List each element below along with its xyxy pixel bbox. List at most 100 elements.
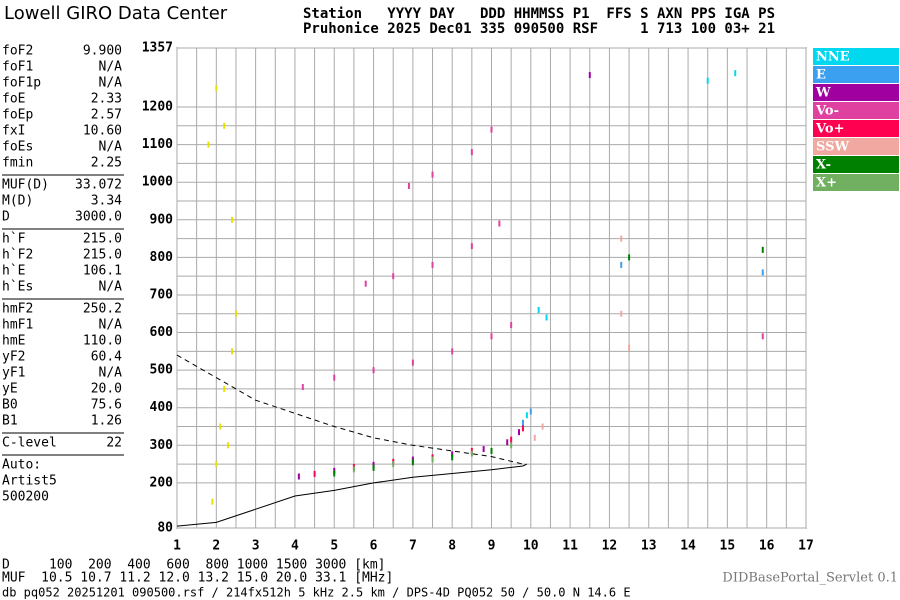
echo-point — [541, 423, 544, 430]
legend-swatch — [813, 84, 899, 101]
x-tick-label: 9 — [488, 539, 496, 554]
param-value: 250.2 — [83, 302, 122, 317]
legend-swatch — [813, 174, 899, 191]
x-tick-label: 7 — [409, 539, 417, 554]
echo-point — [482, 446, 485, 453]
echo-point — [518, 429, 521, 436]
echo-point — [525, 412, 528, 419]
echo-point — [431, 456, 434, 463]
y-tick-label: 800 — [150, 250, 174, 265]
echo-point — [620, 261, 623, 268]
param-label: foF1 — [2, 60, 33, 75]
logo: Lowell GIRO Data Center — [4, 3, 228, 24]
echo-point — [451, 451, 454, 458]
echo-point — [706, 77, 709, 84]
echo-point — [223, 122, 226, 129]
x-tick-label: 10 — [523, 539, 539, 554]
param-label: B1 — [2, 414, 18, 429]
x-tick-label: 11 — [562, 539, 578, 554]
echo-point — [231, 348, 234, 355]
echo-point — [628, 254, 631, 261]
param-value: N/A — [99, 280, 123, 295]
echo-point — [352, 466, 355, 473]
param-value: N/A — [99, 76, 123, 91]
profile-curve — [176, 463, 528, 527]
param-label: foE — [2, 92, 25, 107]
param-value: 1.26 — [91, 414, 122, 429]
param-label: fxI — [2, 124, 25, 139]
echo-point — [411, 459, 414, 466]
param-value: 60.4 — [91, 350, 122, 365]
param-label: foEs — [2, 140, 33, 155]
header-line: Pruhonice 2025 Dec01 335 090500 RSF 1 71… — [303, 21, 775, 37]
param-label: fmin — [2, 156, 33, 171]
legend-swatch — [813, 156, 899, 173]
legend-label: NNE — [816, 50, 850, 65]
echo-point — [333, 374, 336, 381]
echo-point — [498, 220, 501, 227]
echo-point — [219, 423, 222, 430]
x-tick-label: 13 — [641, 539, 657, 554]
echo-point — [215, 85, 218, 92]
distance-row: D 100 200 400 600 800 1000 1500 3000 [km… — [2, 558, 386, 573]
x-tick-label: 16 — [759, 539, 775, 554]
echo-point — [227, 442, 230, 449]
echo-point — [521, 425, 524, 432]
param-label: h`F2 — [2, 248, 33, 263]
param-value: N/A — [99, 140, 123, 155]
echo-point — [761, 269, 764, 276]
echo-point — [207, 141, 210, 148]
echo-point — [510, 322, 513, 329]
param-value: N/A — [99, 318, 123, 333]
y-tick-label: 300 — [150, 438, 174, 453]
x-tick-label: 3 — [252, 539, 260, 554]
param-value: 110.0 — [83, 334, 122, 349]
echo-point — [470, 243, 473, 250]
legend-label: SSW — [816, 140, 849, 155]
x-tick-label: 5 — [330, 539, 338, 554]
header-line: Station YYYY DAY DDD HHMMSS P1 FFS S AXN… — [303, 6, 775, 22]
param-value: 215.0 — [83, 232, 122, 247]
echo-point — [490, 333, 493, 340]
echo-point — [620, 310, 623, 317]
echo-point — [529, 408, 532, 415]
echo-point — [313, 470, 316, 477]
echo-point — [490, 126, 493, 133]
legend-label: X+ — [816, 176, 837, 191]
legend-label: W — [815, 86, 831, 101]
echo-point — [372, 367, 375, 374]
param-label: hmE — [2, 334, 25, 349]
echo-point — [510, 436, 513, 443]
echo-point — [510, 442, 513, 449]
param-label: M(D) — [2, 194, 33, 209]
echo-point — [620, 235, 623, 242]
x-tick-label: 15 — [720, 539, 736, 554]
echo-point — [392, 461, 395, 468]
echo-point — [407, 182, 410, 189]
echo-point — [470, 149, 473, 156]
muf-row: MUF 10.5 10.7 11.2 12.0 13.2 15.0 20.0 3… — [2, 571, 393, 586]
legend-swatch — [813, 48, 899, 65]
echo-point — [490, 447, 493, 454]
param-label: Artist5 — [2, 474, 57, 489]
echo-point — [215, 461, 218, 468]
servlet-label: DIDBasePortal_Servlet 0.1 — [722, 571, 898, 586]
echo-point — [211, 498, 214, 505]
param-label: 500200 — [2, 490, 49, 505]
echo-point — [431, 261, 434, 268]
x-tick-label: 2 — [212, 539, 220, 554]
param-value: 9.900 — [83, 44, 122, 59]
y-tick-label: 80 — [157, 521, 173, 536]
param-value: 22 — [106, 436, 122, 451]
param-label: h`E — [2, 264, 25, 279]
param-label: MUF(D) — [2, 178, 49, 193]
legend-label: E — [816, 68, 826, 83]
echo-point — [333, 470, 336, 477]
x-tick-label: 14 — [680, 539, 696, 554]
echo-point — [372, 461, 375, 468]
echo-point — [761, 333, 764, 340]
param-value: 10.60 — [83, 124, 122, 139]
legend-label: Vo+ — [815, 122, 844, 137]
echo-point — [231, 216, 234, 223]
